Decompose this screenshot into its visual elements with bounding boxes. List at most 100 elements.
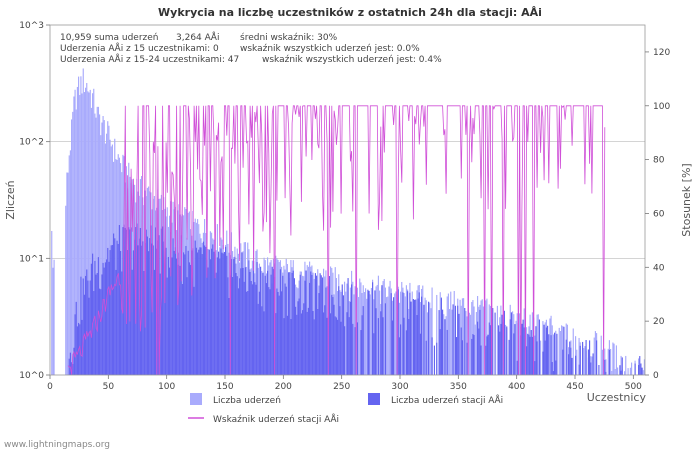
bar-station	[74, 314, 76, 375]
bar-total	[443, 314, 445, 375]
bar-station	[241, 252, 243, 375]
bar-station	[258, 291, 260, 375]
x-tick-label: 0	[47, 382, 53, 392]
bar-station	[605, 371, 607, 375]
bar-station	[578, 364, 580, 375]
bar-station	[148, 251, 150, 375]
bar-station	[582, 341, 584, 375]
bar-station	[347, 278, 349, 375]
bar-station	[264, 275, 266, 375]
bar-station	[440, 298, 442, 375]
bar-total	[376, 284, 378, 375]
bar-total	[610, 349, 612, 375]
bar-total	[617, 367, 619, 375]
bar-station	[145, 229, 147, 375]
bar-total	[379, 290, 381, 375]
bar-station	[487, 334, 489, 375]
bar-station	[494, 312, 496, 375]
bar-station	[171, 257, 173, 375]
bar-station	[234, 256, 236, 375]
bar-station	[88, 297, 90, 375]
bar-station	[341, 284, 343, 375]
bar-total	[92, 93, 94, 376]
bar-station	[585, 340, 587, 375]
bar-total	[468, 312, 470, 375]
bar-total	[73, 96, 75, 376]
legend-swatch-total	[190, 393, 202, 405]
bar-station	[438, 310, 440, 375]
x-tick-label: 250	[333, 382, 350, 392]
bar-station	[268, 287, 270, 375]
bar-station	[538, 319, 540, 375]
bar-station	[433, 345, 435, 375]
bar-station	[373, 333, 375, 375]
bar-station	[397, 289, 399, 375]
bar-station	[418, 292, 420, 375]
bar-station	[303, 303, 305, 375]
bar-station	[480, 345, 482, 375]
bar-station	[282, 275, 284, 375]
bar-station	[260, 266, 262, 375]
bar-station	[209, 259, 211, 375]
legend-label-ratio: Wskaźnik uderzeń stacji AÅi	[213, 413, 339, 425]
bar-total	[387, 296, 389, 375]
bar-station	[425, 340, 427, 375]
bar-station	[116, 240, 118, 375]
bar-station	[120, 251, 122, 375]
bar-station	[205, 246, 207, 375]
bar-total	[436, 294, 438, 375]
bar-station	[554, 332, 556, 375]
bar-total	[482, 306, 484, 375]
bar-station	[69, 352, 71, 375]
bar-total	[461, 298, 463, 375]
bar-station	[283, 318, 285, 375]
bar-station	[381, 285, 383, 375]
bar-station	[527, 333, 529, 375]
bar-total	[359, 278, 361, 375]
bar-total	[629, 367, 631, 375]
bar-station	[225, 246, 227, 375]
bar-station	[542, 351, 544, 375]
bar-total	[369, 294, 371, 375]
bar-station	[232, 276, 234, 375]
x-tick-label: 400	[508, 382, 525, 392]
stats-line-1-a: 10,959 suma uderzeń	[60, 33, 159, 43]
bar-total	[108, 125, 110, 376]
bar-station	[193, 286, 195, 375]
bar-total	[601, 349, 603, 375]
bar-station	[276, 288, 278, 375]
bar-total	[102, 116, 104, 375]
bar-station	[102, 262, 104, 375]
bar-station	[146, 236, 148, 375]
bar-station	[321, 277, 323, 375]
bar-station	[291, 272, 293, 375]
legend-label-total: Liczba uderzeń	[213, 396, 281, 406]
bar-station	[317, 309, 319, 375]
bar-station	[333, 304, 335, 375]
bar-total	[447, 293, 449, 375]
bar-total	[394, 293, 396, 375]
bar-total	[424, 297, 426, 375]
bar-station	[79, 324, 81, 375]
bar-total	[600, 335, 602, 375]
bar-station	[195, 247, 197, 375]
bar-total	[451, 309, 453, 375]
bar-total	[465, 311, 467, 375]
bar-station	[587, 349, 589, 375]
bar-station	[508, 339, 510, 375]
bar-station	[130, 227, 132, 375]
bar-station	[230, 258, 232, 375]
bar-total	[583, 348, 585, 375]
bar-total	[624, 371, 626, 375]
bar-station	[297, 301, 299, 375]
bar-total	[612, 342, 614, 375]
bar-station	[277, 291, 279, 375]
bar-station	[570, 347, 572, 375]
bar-station	[492, 308, 494, 375]
bar-station	[310, 271, 312, 375]
bar-station	[499, 331, 501, 375]
stats-line-1-b: 3,264 AÅi	[176, 31, 219, 43]
bar-total	[430, 308, 432, 375]
bar-station	[335, 317, 337, 375]
bar-station	[535, 326, 537, 375]
